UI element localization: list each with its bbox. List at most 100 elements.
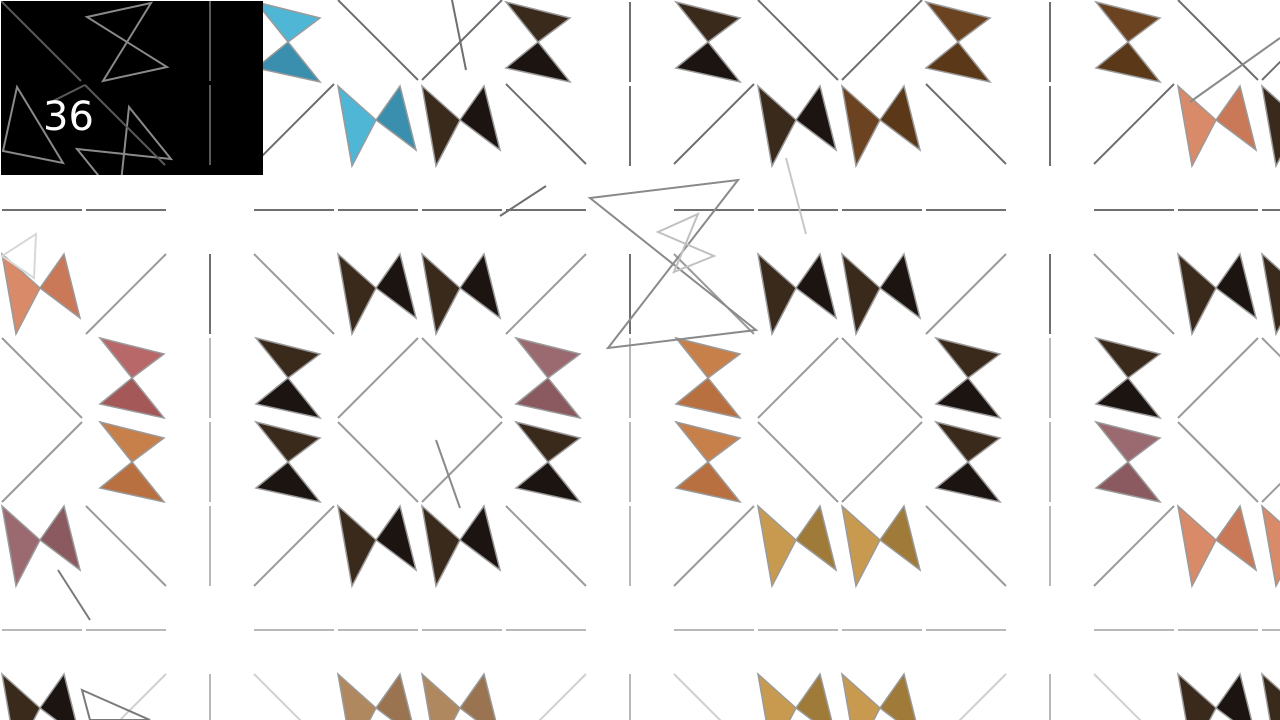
tile-top-0[interactable] xyxy=(254,0,322,84)
score-panel: 36 xyxy=(1,1,263,175)
diagonal-line xyxy=(757,0,839,81)
tile-top-9[interactable] xyxy=(1176,83,1258,169)
tile-top-1[interactable] xyxy=(336,83,418,169)
tile-mid-10[interactable] xyxy=(756,503,838,589)
bowtie-bottom-triangle xyxy=(934,376,1002,420)
diagonal-line xyxy=(253,253,335,335)
diagonal-line xyxy=(1093,505,1175,587)
bowtie-left-triangle xyxy=(1260,83,1280,169)
tile-top-2[interactable] xyxy=(420,83,502,169)
hud-triangle-outline xyxy=(74,104,174,175)
move-counter: 36 xyxy=(43,94,94,140)
tile-side-9[interactable] xyxy=(934,420,1002,504)
bowtie-top-triangle xyxy=(254,420,322,464)
bowtie-left-triangle xyxy=(1176,251,1217,337)
bowtie-left-triangle xyxy=(336,503,377,589)
tile-side-6[interactable] xyxy=(674,336,742,420)
stray-line xyxy=(435,439,461,509)
tile-mid-5[interactable] xyxy=(1176,251,1258,337)
tile-top-7[interactable] xyxy=(924,0,992,84)
diagonal-line xyxy=(1261,482,1280,503)
tile-bottom-4[interactable] xyxy=(840,671,920,720)
tile-bottom-0[interactable] xyxy=(0,671,80,720)
bowtie-left-triangle xyxy=(0,503,41,589)
bowtie-bottom-triangle xyxy=(504,40,572,84)
bowtie-right-triangle xyxy=(878,252,922,320)
tile-mid-12[interactable] xyxy=(1176,503,1258,589)
tile-mid-1[interactable] xyxy=(336,251,418,337)
bowtie-top-triangle xyxy=(98,336,166,380)
tile-bottom-1[interactable] xyxy=(336,671,416,720)
tile-mid-2[interactable] xyxy=(420,251,502,337)
diagonal-line xyxy=(421,337,503,419)
bowtie-top-triangle xyxy=(514,420,582,464)
bowtie-top-triangle xyxy=(254,336,322,380)
hud-diagonal-line xyxy=(84,84,166,166)
bowtie-top-triangle xyxy=(1094,0,1162,44)
diagonal-line xyxy=(505,253,587,335)
tile-bottom-3[interactable] xyxy=(756,671,836,720)
bowtie-top-triangle xyxy=(514,336,582,380)
bowtie-right-triangle xyxy=(1214,504,1258,572)
hud-diagonal-line xyxy=(1,1,82,82)
tile-side-7[interactable] xyxy=(674,420,742,504)
diagonal-line xyxy=(505,505,587,587)
tile-side-2[interactable] xyxy=(254,336,322,420)
diagonal-line xyxy=(1,421,83,503)
diagonal-line xyxy=(118,673,167,720)
tile-mid-11[interactable] xyxy=(840,503,922,589)
bowtie-right-triangle xyxy=(374,84,418,152)
tile-mid-3[interactable] xyxy=(756,251,838,337)
bowtie-left-triangle xyxy=(336,251,377,337)
diagonal-line xyxy=(1093,673,1142,720)
bowtie-bottom-triangle xyxy=(514,376,582,420)
bowtie-right-triangle xyxy=(38,504,82,572)
stray-line xyxy=(499,185,547,217)
bowtie-top-triangle xyxy=(674,336,742,380)
diagonal-line xyxy=(673,83,755,165)
diagonal-line xyxy=(253,505,335,587)
stray-line xyxy=(785,157,807,235)
tile-mid-8[interactable] xyxy=(336,503,418,589)
tile-side-11[interactable] xyxy=(1094,420,1162,504)
tile-bottom-6[interactable] xyxy=(1260,671,1280,720)
bowtie-right-triangle xyxy=(458,252,502,320)
tile-mid-6[interactable] xyxy=(1260,251,1280,337)
tile-side-1[interactable] xyxy=(98,420,166,504)
bowtie-top-triangle xyxy=(674,0,742,44)
tile-top-8[interactable] xyxy=(1094,0,1162,84)
tile-mid-13[interactable] xyxy=(1260,503,1280,589)
tile-top-3[interactable] xyxy=(504,0,572,84)
tile-side-10[interactable] xyxy=(1094,336,1162,420)
tile-mid-0[interactable] xyxy=(0,251,82,337)
tile-side-5[interactable] xyxy=(514,420,582,504)
tile-mid-4[interactable] xyxy=(840,251,922,337)
diagonal-line xyxy=(85,253,167,335)
tile-bottom-5[interactable] xyxy=(1176,671,1256,720)
bowtie-left-triangle xyxy=(0,251,41,337)
bowtie-left-triangle xyxy=(1176,83,1217,169)
tile-side-8[interactable] xyxy=(934,336,1002,420)
bowtie-left-triangle xyxy=(420,83,461,169)
tile-mid-9[interactable] xyxy=(420,503,502,589)
diagonal-line xyxy=(673,673,722,720)
diagonal-line xyxy=(421,0,503,81)
stray-line xyxy=(57,569,91,621)
tile-side-0[interactable] xyxy=(98,336,166,420)
bowtie-right-triangle xyxy=(794,252,838,320)
tile-side-3[interactable] xyxy=(254,420,322,504)
tile-top-4[interactable] xyxy=(674,0,742,84)
tile-bottom-2[interactable] xyxy=(420,671,500,720)
diagonal-line xyxy=(1093,83,1175,165)
tile-mid-7[interactable] xyxy=(0,503,82,589)
bowtie-left-triangle xyxy=(420,503,461,589)
tile-top-10[interactable] xyxy=(1260,83,1280,169)
tile-top-5[interactable] xyxy=(756,83,838,169)
diagonal-line xyxy=(925,505,1007,587)
tile-side-4[interactable] xyxy=(514,336,582,420)
diagonal-line xyxy=(421,421,503,503)
tile-top-6[interactable] xyxy=(840,83,922,169)
bowtie-right-triangle xyxy=(794,84,838,152)
